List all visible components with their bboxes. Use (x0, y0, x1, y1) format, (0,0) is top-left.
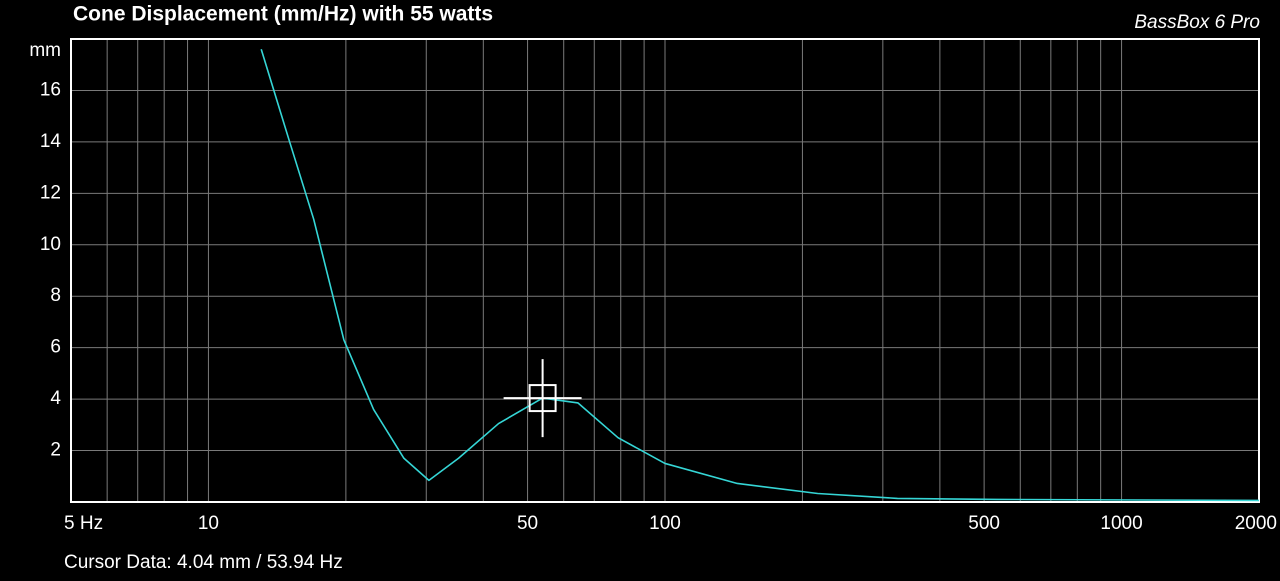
y-axis-label: mm (29, 40, 61, 61)
data-line (260, 49, 1260, 502)
cursor-data: Cursor Data: 4.04 mm / 53.94 Hz (64, 552, 343, 573)
plot-frame (70, 38, 1260, 503)
y-tick-label: 10 (40, 234, 61, 255)
x-tick-label: 10 (198, 513, 219, 534)
y-tick-label: 8 (50, 285, 61, 306)
chart-title: Cone Displacement (mm/Hz) with 55 watts (73, 3, 493, 26)
cursor[interactable] (503, 359, 582, 438)
y-tick-label: 6 (50, 337, 61, 358)
x-tick-label: 1000 (1100, 513, 1142, 534)
y-tick-label: 14 (40, 131, 62, 152)
x-tick-label: 5 Hz (64, 513, 103, 534)
x-tick-label: 50 (517, 513, 538, 534)
y-tick-label: 16 (40, 79, 61, 100)
y-tick-label: 4 (50, 388, 61, 409)
x-tick-label: 500 (968, 513, 1000, 534)
y-tick-label: 2 (50, 440, 61, 461)
brand: BassBox 6 Pro (1134, 12, 1260, 33)
y-tick-label: 12 (40, 182, 61, 203)
x-tick-label: 100 (649, 513, 681, 534)
x-tick-label: 2000 (1235, 513, 1277, 534)
